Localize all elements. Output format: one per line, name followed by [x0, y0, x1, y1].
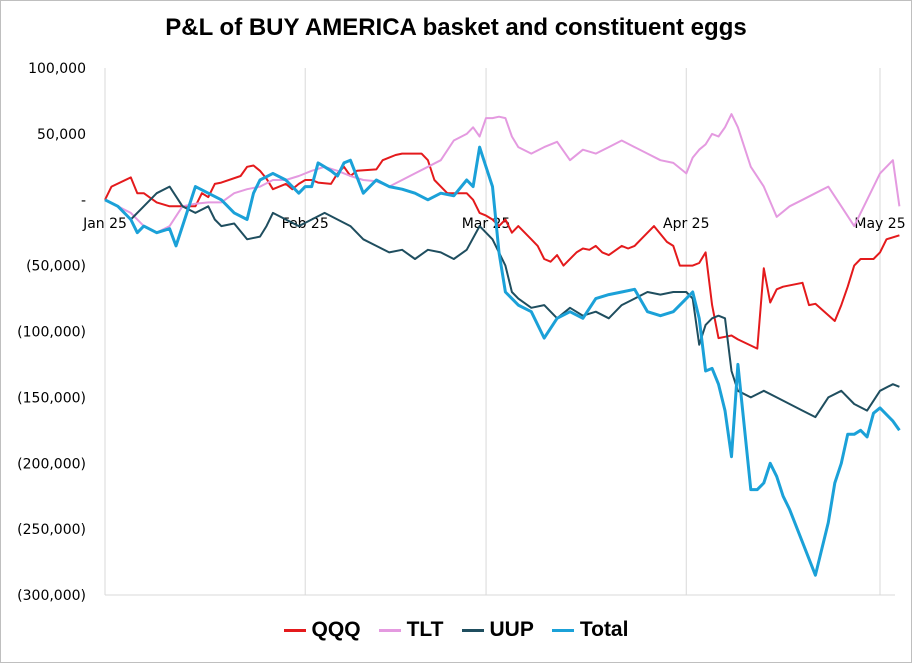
legend-item-tlt: TLT — [378, 618, 444, 642]
legend-label: TLT — [406, 618, 444, 641]
x-tick-label: May 25 — [854, 216, 905, 232]
legend-swatch — [283, 628, 306, 632]
y-axis: 100,000 50,000 - (50,000) (100,000) (150,000)… — [17, 61, 86, 604]
x-axis: Jan 25 Feb 25 Mar 25 Apr 25 May 25 — [82, 216, 906, 232]
y-tick-label: (150,000) — [17, 390, 86, 406]
legend-item-total: Total — [551, 618, 629, 642]
gridlines — [104, 68, 895, 596]
legend-swatch — [461, 628, 484, 632]
chart-title: P&L of BUY AMERICA basket and constituen… — [165, 14, 747, 41]
legend-label: Total — [579, 618, 629, 641]
series-line-uup — [104, 185, 900, 419]
legend-label: UUP — [489, 618, 534, 641]
x-tick-label: Mar 25 — [462, 216, 511, 232]
y-tick-label: (100,000) — [17, 325, 86, 341]
series-line-total — [104, 145, 901, 577]
y-tick-label: (250,000) — [17, 522, 86, 538]
series-lines — [104, 113, 901, 577]
x-tick-label: Apr 25 — [663, 216, 709, 232]
y-tick-label: (300,000) — [17, 588, 86, 604]
y-tick-label: (200,000) — [17, 456, 86, 472]
legend-swatch — [378, 628, 401, 632]
legend: QQQ TLT UUP Total — [0, 618, 912, 642]
series-line-qqq — [104, 152, 900, 350]
legend-item-qqq: QQQ — [283, 618, 361, 642]
legend-label: QQQ — [311, 618, 361, 641]
legend-swatch — [551, 628, 574, 632]
y-tick-label: - — [81, 193, 86, 209]
legend-item-uup: UUP — [461, 618, 534, 642]
y-tick-label: 50,000 — [37, 127, 86, 143]
x-tick-label: Jan 25 — [82, 216, 127, 232]
y-tick-label: (50,000) — [26, 259, 86, 275]
y-tick-label: 100,000 — [28, 61, 86, 77]
